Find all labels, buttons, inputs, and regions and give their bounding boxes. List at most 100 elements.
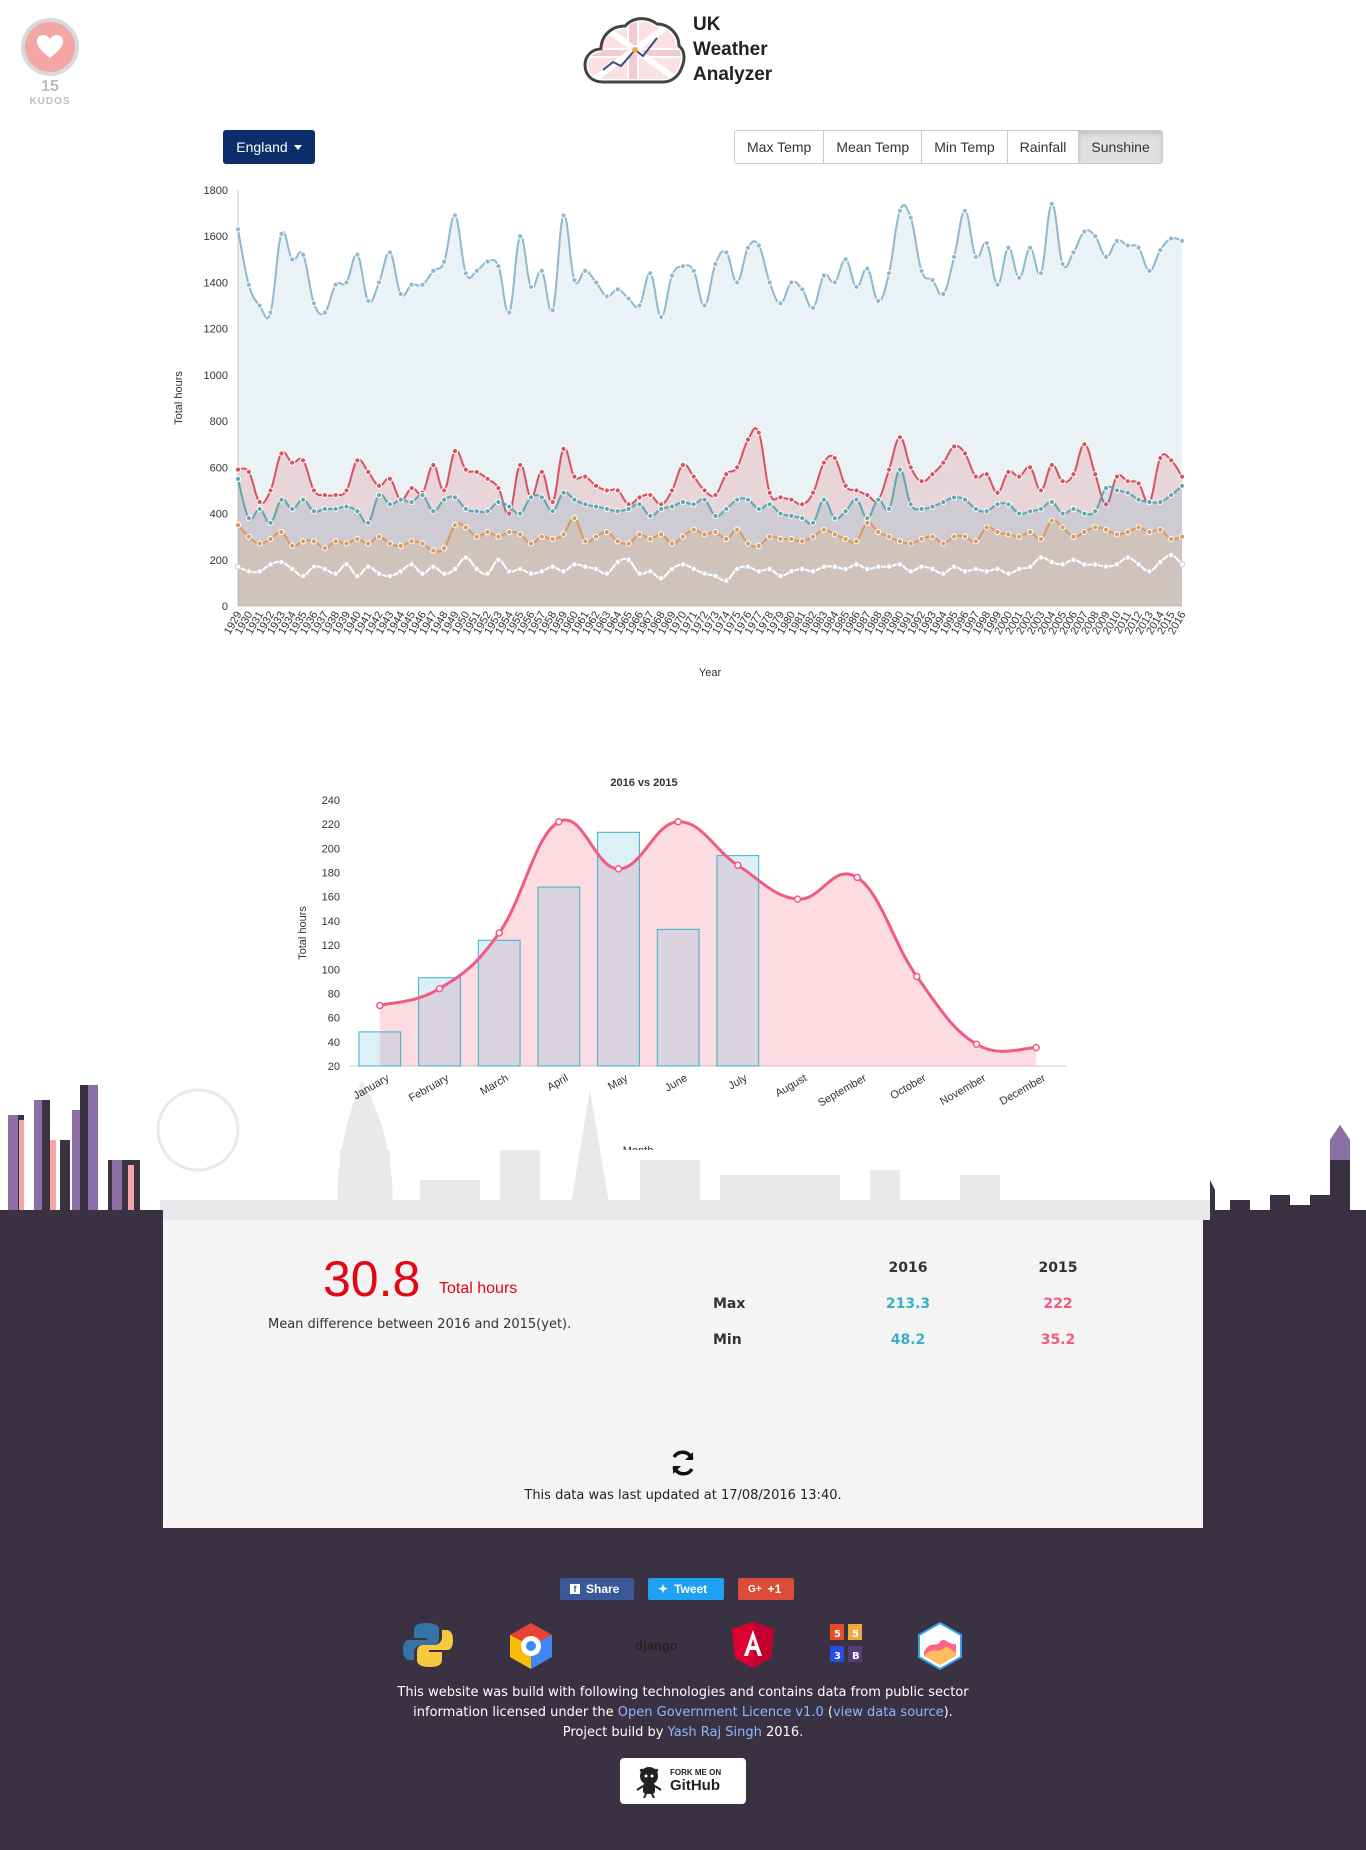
data-point (853, 283, 860, 291)
data-point (625, 295, 632, 302)
heart-icon[interactable] (21, 18, 79, 76)
data-point (972, 505, 979, 513)
data-point (723, 577, 730, 584)
y-tick-label: 400 (210, 509, 228, 521)
data-point (506, 528, 513, 536)
github-badge-small: FORK ME ON (670, 1768, 722, 1777)
data-point (484, 570, 491, 577)
data-point (1048, 461, 1055, 469)
data-point (766, 565, 773, 573)
data-point (951, 533, 958, 540)
data-point (527, 494, 535, 501)
data-point (419, 540, 426, 547)
data-point (701, 496, 708, 503)
data-point (310, 538, 318, 545)
mean-temp-button[interactable]: Mean Temp (823, 130, 923, 164)
min-temp-button[interactable]: Min Temp (921, 130, 1008, 164)
region-dropdown[interactable]: England (223, 130, 315, 164)
data-point (1048, 498, 1055, 506)
data-point (473, 565, 480, 573)
data-point (755, 242, 762, 249)
django-icon: django (635, 1638, 678, 1653)
facebook-share-button[interactable]: f Share (560, 1578, 634, 1600)
data-point (766, 533, 773, 540)
data-point (701, 570, 708, 577)
rainfall-button[interactable]: Rainfall (1006, 130, 1080, 164)
monthly-comparison-chart: 2016 vs 2015 20 40 60 80 100 120 140 160 180 200 22… (297, 777, 1066, 1150)
y-tick-label: 220 (322, 819, 340, 831)
site-logo[interactable]: UK Weather Analyzer (583, 12, 783, 87)
data-point (310, 300, 318, 307)
data-point (777, 300, 784, 307)
data-point (592, 482, 600, 489)
data-point (495, 263, 502, 270)
data-point (592, 503, 600, 510)
data-point (571, 496, 578, 503)
author-link[interactable]: Yash Raj Singh (667, 1725, 762, 1740)
data-point (820, 459, 828, 466)
kudos-widget[interactable]: 15 KUDOS (18, 18, 82, 107)
data-point (289, 256, 296, 263)
data-point (875, 563, 882, 570)
fork-on-github-button[interactable]: FORK ME ON GitHub (620, 1758, 746, 1804)
data-point (375, 491, 383, 499)
data-point (354, 535, 361, 543)
data-point (723, 471, 730, 478)
data-point (853, 561, 860, 568)
data-point (679, 533, 686, 540)
col-2016-header: 2016 (888, 1260, 928, 1276)
data-point (1005, 244, 1012, 251)
data-point (961, 568, 969, 575)
data-point (1178, 482, 1186, 489)
data-point (256, 498, 263, 506)
data-point (690, 526, 697, 533)
data-point (864, 519, 871, 526)
data-point (853, 538, 860, 545)
data-point (376, 1001, 384, 1010)
data-point (1124, 554, 1131, 561)
data-point (365, 519, 372, 526)
data-point (300, 251, 307, 258)
svg-text:5: 5 (852, 1629, 859, 1640)
logo-line-1: UK (693, 14, 721, 35)
data-point (668, 272, 676, 279)
data-point (983, 508, 990, 515)
data-point (592, 565, 600, 573)
y-tick-label: 1200 (204, 324, 228, 336)
data-point (451, 565, 459, 573)
data-source-link[interactable]: view data source (832, 1705, 944, 1720)
data-point (289, 565, 296, 573)
data-point (571, 515, 578, 522)
series-line (237, 554, 1183, 582)
data-point (929, 503, 936, 510)
data-point (809, 533, 817, 540)
max-label: Max (713, 1296, 746, 1312)
data-point (1059, 510, 1066, 517)
twitter-tweet-button[interactable]: ✦ Tweet (648, 1578, 724, 1600)
data-point (647, 512, 654, 519)
data-point (1113, 487, 1120, 494)
data-point (1048, 558, 1055, 566)
max-temp-button[interactable]: Max Temp (734, 130, 825, 164)
data-point (614, 538, 621, 545)
refresh-icon[interactable] (668, 1448, 698, 1478)
data-point (234, 466, 242, 473)
data-point (1037, 535, 1045, 543)
data-point (820, 272, 828, 279)
data-point (820, 526, 828, 533)
data-point (766, 279, 773, 286)
x-tick-label: July (726, 1072, 749, 1092)
sunshine-button[interactable]: Sunshine (1078, 130, 1163, 164)
data-point (441, 570, 448, 577)
y-tick-label: 140 (322, 916, 340, 928)
data-point (549, 307, 556, 314)
data-point (517, 461, 524, 469)
data-point (1048, 200, 1055, 207)
licence-link[interactable]: Open Government Licence v1.0 (617, 1705, 824, 1720)
google-plus-button[interactable]: G+ +1 (738, 1578, 794, 1600)
min-label: Min (713, 1332, 742, 1348)
svg-text:5: 5 (834, 1629, 841, 1640)
series-line (237, 427, 1183, 516)
data-point (809, 489, 817, 496)
series-line (237, 468, 1183, 525)
